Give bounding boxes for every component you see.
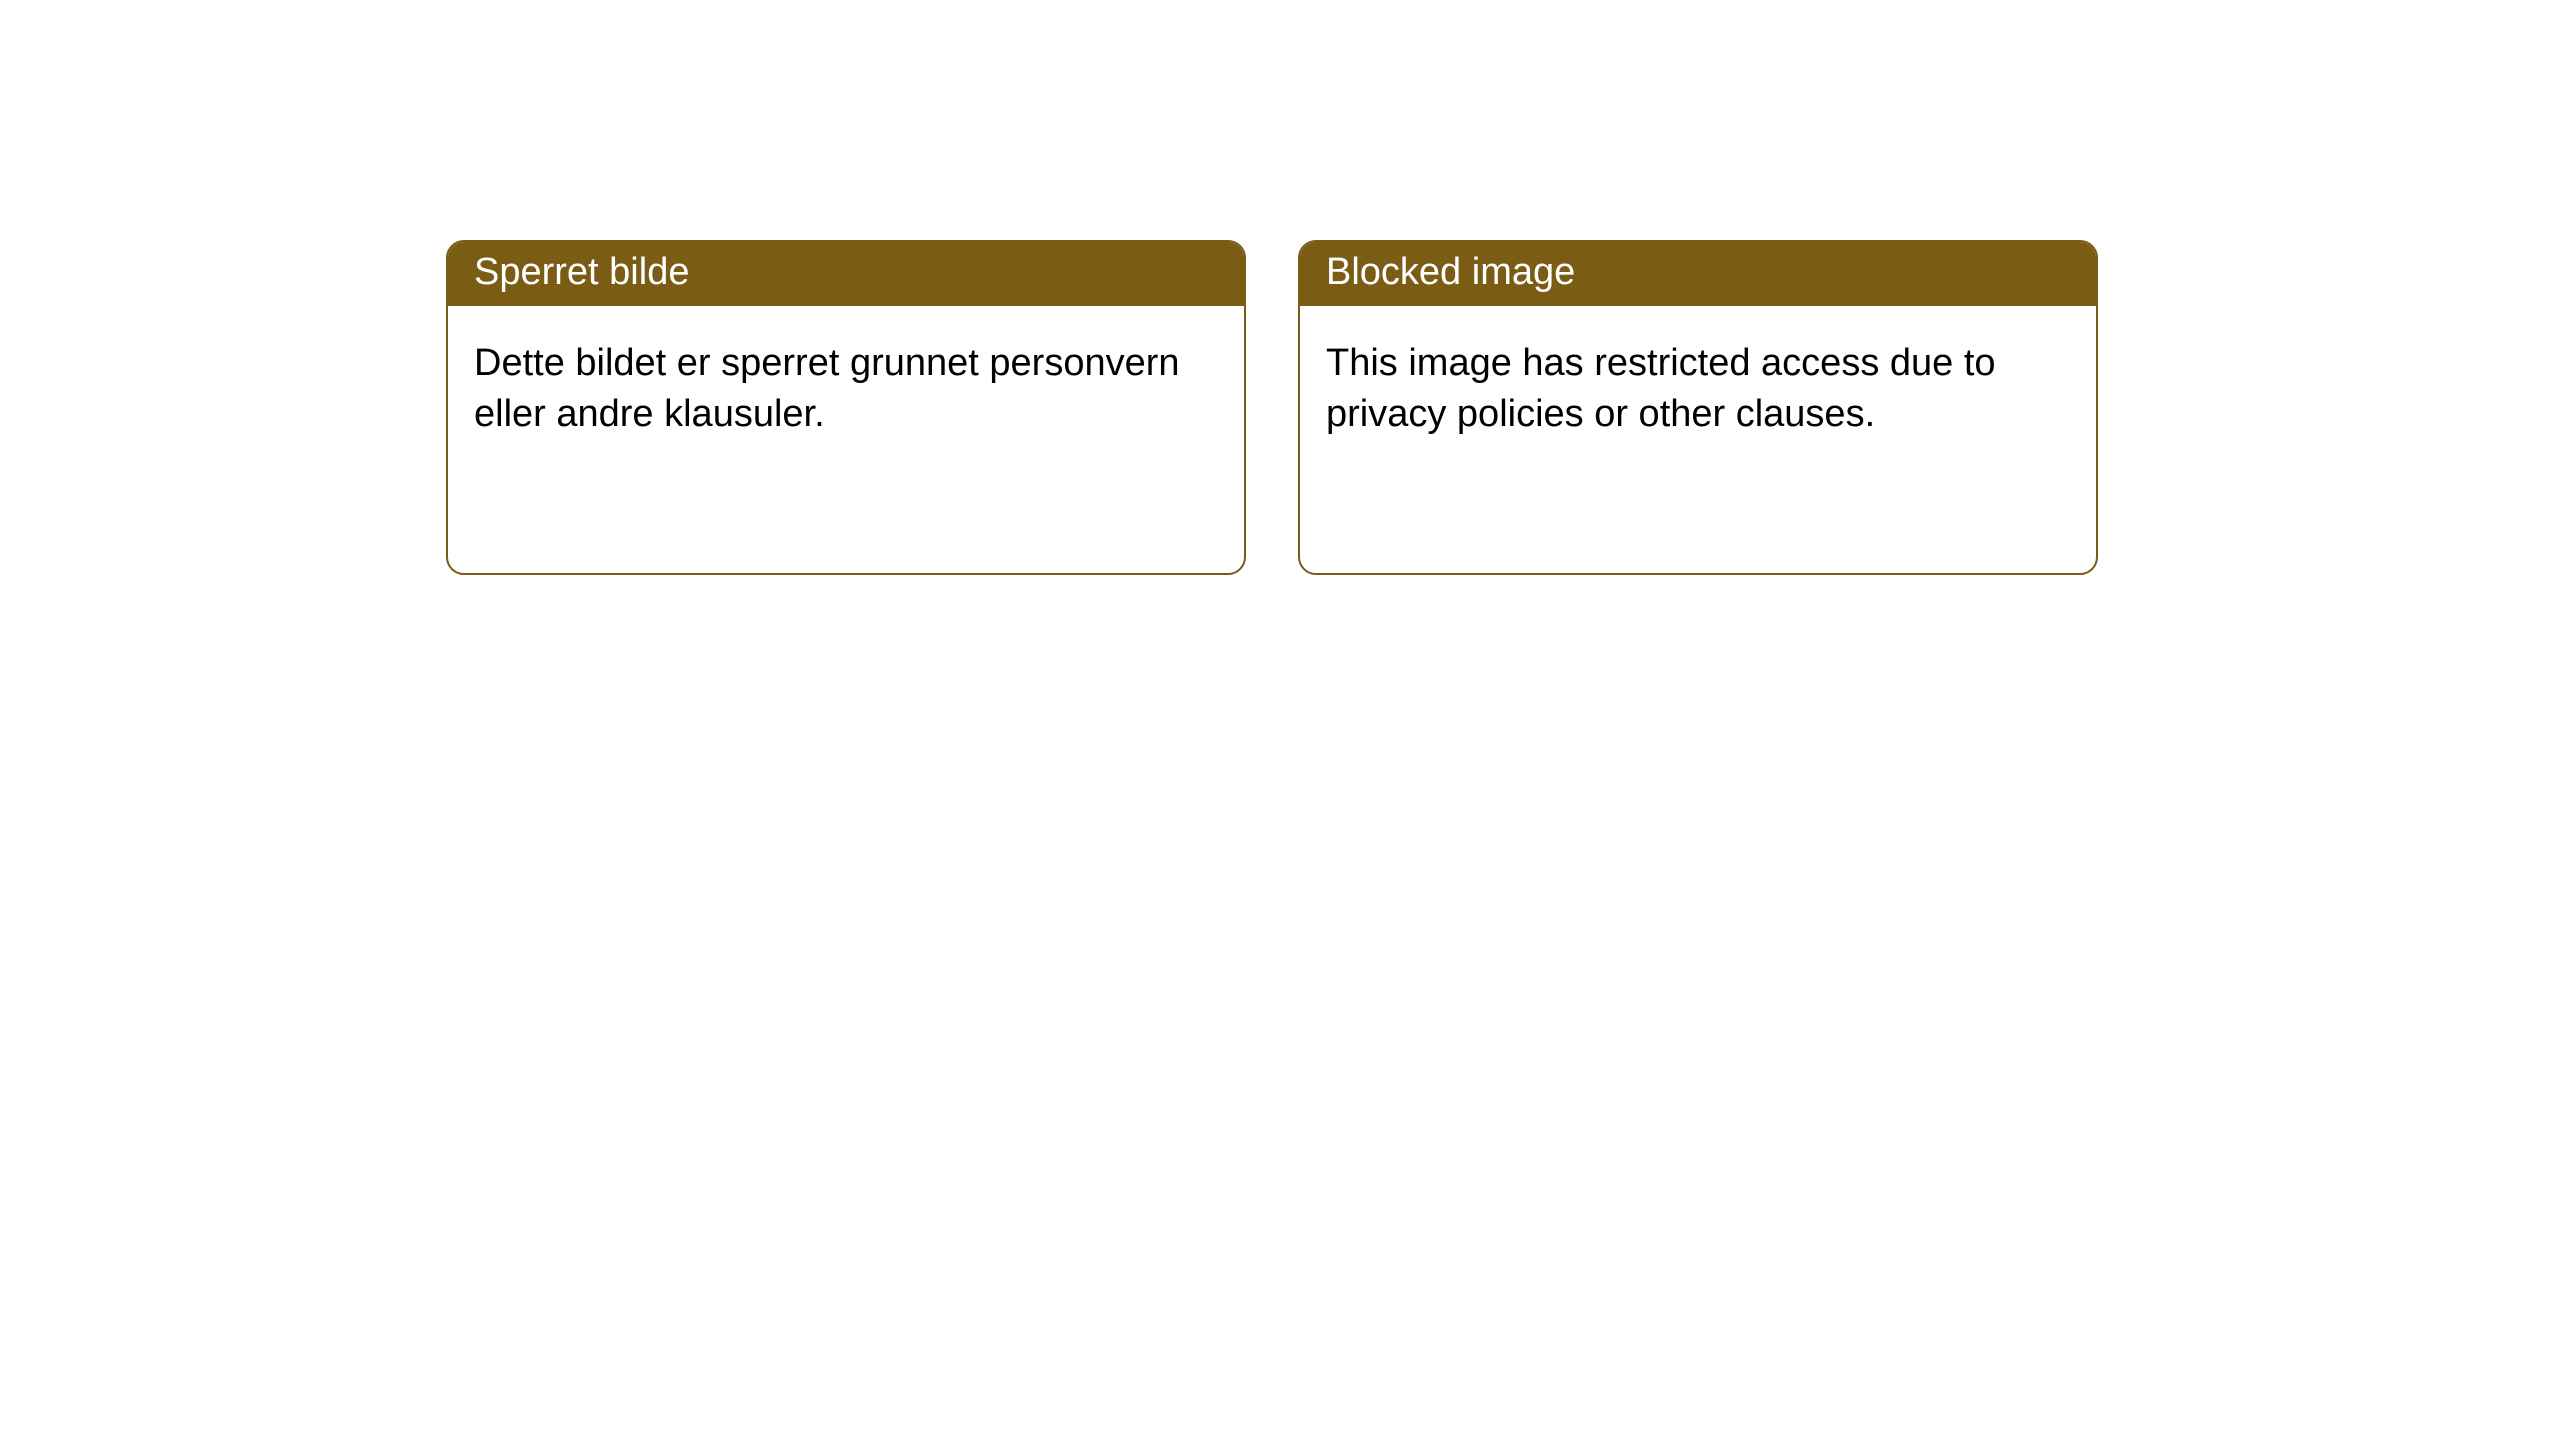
card-body: This image has restricted access due to …	[1300, 306, 2096, 473]
notice-container: Sperret bilde Dette bildet er sperret gr…	[0, 0, 2560, 575]
notice-card-norwegian: Sperret bilde Dette bildet er sperret gr…	[446, 240, 1246, 575]
card-title: Sperret bilde	[474, 251, 689, 293]
card-body-text: Dette bildet er sperret grunnet personve…	[474, 342, 1180, 435]
card-body: Dette bildet er sperret grunnet personve…	[448, 306, 1244, 473]
notice-card-english: Blocked image This image has restricted …	[1298, 240, 2098, 575]
card-title: Blocked image	[1326, 251, 1575, 293]
card-body-text: This image has restricted access due to …	[1326, 342, 1996, 435]
card-header: Sperret bilde	[448, 242, 1244, 306]
card-header: Blocked image	[1300, 242, 2096, 306]
